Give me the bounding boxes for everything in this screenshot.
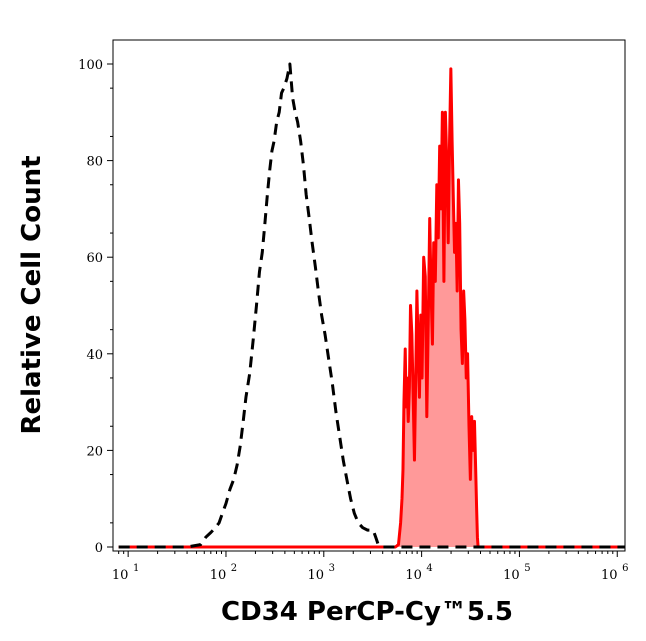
y-axis-title: Relative Cell Count — [17, 155, 47, 434]
x-tick-exponent: 2 — [231, 563, 237, 574]
x-tick-label: 10 — [210, 568, 227, 583]
y-tick-label: 0 — [95, 541, 103, 556]
x-axis-title: CD34 PerCP-Cy™5.5 — [221, 597, 513, 627]
x-tick-exponent: 1 — [133, 563, 139, 574]
x-tick-label: 10 — [308, 568, 325, 583]
series-line-dashed — [118, 62, 625, 549]
y-tick-label: 80 — [86, 155, 103, 170]
plot-frame — [112, 39, 626, 552]
x-tick-label: 10 — [503, 568, 520, 583]
x-tick-exponent: 6 — [622, 563, 628, 574]
y-tick-label: 60 — [86, 251, 103, 266]
y-tick-label: 20 — [86, 444, 103, 459]
series-line-solid — [118, 67, 625, 549]
y-tick-label: 40 — [86, 348, 103, 363]
x-tick-label: 10 — [112, 568, 129, 583]
x-tick-exponent: 3 — [329, 563, 335, 574]
x-tick-label: 10 — [405, 568, 422, 583]
x-tick-label: 10 — [601, 568, 618, 583]
x-tick-exponent: 5 — [524, 563, 530, 574]
series-layer — [118, 62, 626, 549]
y-tick-label: 100 — [78, 58, 103, 73]
x-tick-exponent: 4 — [426, 563, 432, 574]
